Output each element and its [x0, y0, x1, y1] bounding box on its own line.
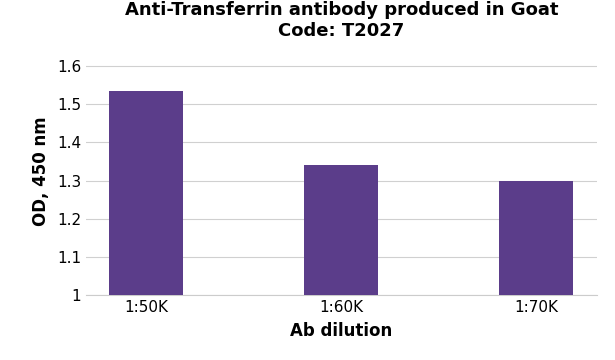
- Bar: [304, 165, 378, 360]
- X-axis label: Ab dilution: Ab dilution: [290, 322, 392, 340]
- Bar: [109, 91, 183, 360]
- Title: Anti-Transferrin antibody produced in Goat
Code: T2027: Anti-Transferrin antibody produced in Go…: [125, 1, 558, 40]
- Bar: [499, 181, 573, 360]
- Y-axis label: OD, 450 nm: OD, 450 nm: [32, 116, 50, 226]
